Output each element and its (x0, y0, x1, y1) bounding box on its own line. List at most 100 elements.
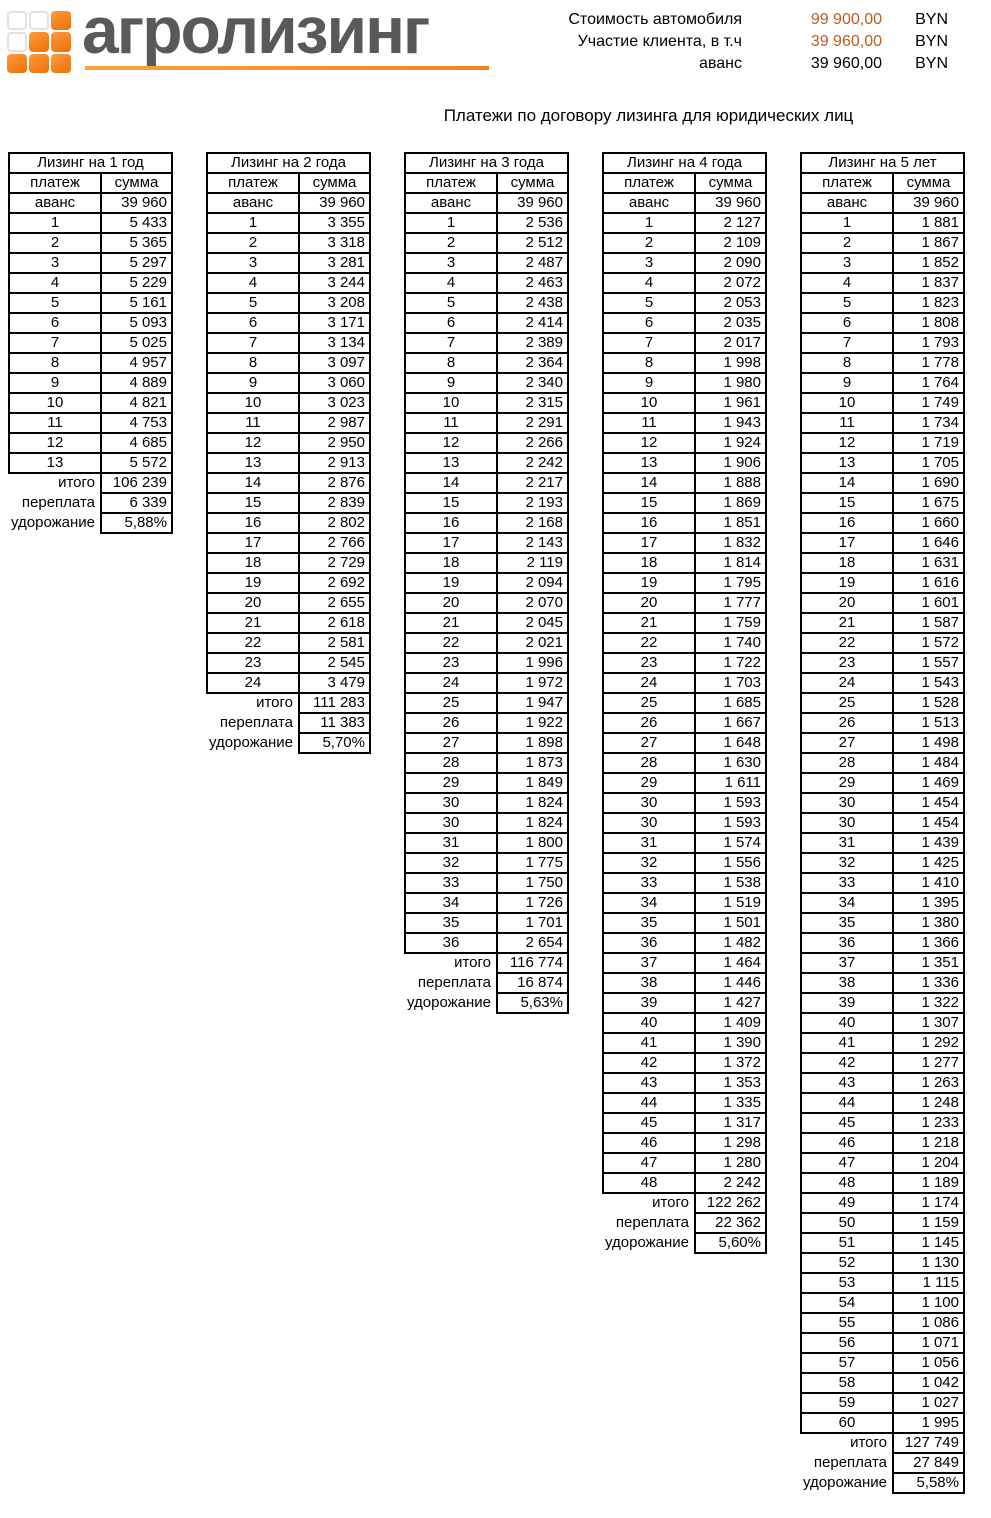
table-row: 21 2 618 (206, 612, 371, 634)
payment-number-cell: 20 (602, 592, 696, 614)
payment-number-cell: 28 (404, 752, 498, 774)
sum-cell: 1 667 (694, 712, 767, 734)
table-row: 17 1 646 (800, 532, 965, 554)
table-row: 12 1 719 (800, 432, 965, 454)
leasing-table: Лизинг на 1 год платеж сумма аванс 39 960 1 5 … (8, 152, 173, 534)
summary-row-overpay: переплата 6 339 (8, 492, 173, 514)
table-row: 24 1 703 (602, 672, 767, 694)
sum-cell: 1 749 (892, 392, 965, 414)
payment-number-cell: 30 (602, 792, 696, 814)
payment-number-cell: 4 (404, 272, 498, 294)
table-row: 18 2 729 (206, 552, 371, 574)
payment-number-cell: 10 (8, 392, 102, 414)
payment-number-cell: 2 (602, 232, 696, 254)
payment-number-cell: 30 (404, 812, 498, 834)
payment-number-cell: 16 (602, 512, 696, 534)
sum-cell: 1 922 (496, 712, 569, 734)
sum-cell: 2 414 (496, 312, 569, 334)
payment-number-cell: 3 (602, 252, 696, 274)
sum-cell: 4 821 (100, 392, 173, 414)
table-row: 11 2 291 (404, 412, 569, 434)
table-row: 59 1 027 (800, 1392, 965, 1414)
summary-value: 16 874 (496, 972, 569, 994)
table-row: 46 1 298 (602, 1132, 767, 1154)
sum-cell: 1 705 (892, 452, 965, 474)
payment-number-cell: 16 (206, 512, 300, 534)
table-row: 36 1 482 (602, 932, 767, 954)
orange-square-icon (7, 53, 27, 73)
table-row: 40 1 409 (602, 1012, 767, 1034)
table-row: 12 2 950 (206, 432, 371, 454)
table-row: 30 1 454 (800, 812, 965, 834)
sum-cell: 1 800 (496, 832, 569, 854)
sum-cell: 2 802 (298, 512, 371, 534)
sum-cell: 1 484 (892, 752, 965, 774)
payment-number-cell: 37 (602, 952, 696, 974)
sum-cell: 2 438 (496, 292, 569, 314)
table-row: 23 1 996 (404, 652, 569, 674)
sum-cell: 1 519 (694, 892, 767, 914)
leasing-table: Лизинг на 2 года платеж сумма аванс 39 960 1 3… (206, 152, 371, 754)
summary-label: итого (58, 474, 95, 491)
sum-cell: 1 943 (694, 412, 767, 434)
table-row: 21 2 045 (404, 612, 569, 634)
table-title: Лизинг на 5 лет (800, 152, 965, 174)
table-row: 16 1 660 (800, 512, 965, 534)
sum-cell: 1 145 (892, 1232, 965, 1254)
table-row: 10 4 821 (8, 392, 173, 414)
sum-cell: 1 832 (694, 532, 767, 554)
payment-number-cell: 25 (602, 692, 696, 714)
sum-cell: 1 335 (694, 1092, 767, 1114)
sum-cell: 1 204 (892, 1152, 965, 1174)
payment-number-cell: 3 (404, 252, 498, 274)
sum-cell: 1 888 (694, 472, 767, 494)
summary-value: 116 774 (496, 952, 569, 974)
sum-cell: 2 389 (496, 332, 569, 354)
table-row: 51 1 145 (800, 1232, 965, 1254)
page-title: Платежи по договору лизинга для юридичес… (443, 106, 854, 125)
sum-cell: 2 045 (496, 612, 569, 634)
column-header-payment: платеж (404, 172, 498, 194)
summary-row-rise: удорожание 5,58% (800, 1472, 965, 1494)
sum-cell: 1 372 (694, 1052, 767, 1074)
sum-cell: 1 277 (892, 1052, 965, 1074)
sum-cell: 1 734 (892, 412, 965, 434)
sum-cell: 1 616 (892, 572, 965, 594)
sum-cell: 39 960 (298, 192, 371, 214)
leasing-table: Лизинг на 3 года платеж сумма аванс 39 960 1 2… (404, 152, 569, 1014)
sum-cell: 1 538 (694, 872, 767, 894)
table-row: 22 1 740 (602, 632, 767, 654)
sum-cell: 2 119 (496, 552, 569, 574)
table-title-row: Лизинг на 3 года (404, 152, 569, 174)
sum-cell: 1 703 (694, 672, 767, 694)
white-square-icon (7, 32, 27, 52)
table-row: 24 1 972 (404, 672, 569, 694)
table-row: 15 2 839 (206, 492, 371, 514)
summary-label: итого (850, 1434, 887, 1451)
payment-number-cell: 13 (602, 452, 696, 474)
sum-cell: 1 722 (694, 652, 767, 674)
sum-cell: 1 574 (694, 832, 767, 854)
sum-cell: 1 469 (892, 772, 965, 794)
table-row: 32 1 775 (404, 852, 569, 874)
table-row: аванс 39 960 (8, 192, 173, 214)
sum-cell: 1 409 (694, 1012, 767, 1034)
sum-cell: 1 174 (892, 1192, 965, 1214)
summary-label: переплата (21, 494, 95, 511)
sum-cell: 1 690 (892, 472, 965, 494)
table-row: 31 1 800 (404, 832, 569, 854)
payment-number-cell: 34 (800, 892, 894, 914)
sum-cell: 1 795 (694, 572, 767, 594)
sum-cell: 5 365 (100, 232, 173, 254)
sum-cell: 2 729 (298, 552, 371, 574)
payment-number-cell: 16 (800, 512, 894, 534)
sum-cell: 1 726 (496, 892, 569, 914)
sum-cell: 1 501 (694, 912, 767, 934)
sum-cell: 1 322 (892, 992, 965, 1014)
